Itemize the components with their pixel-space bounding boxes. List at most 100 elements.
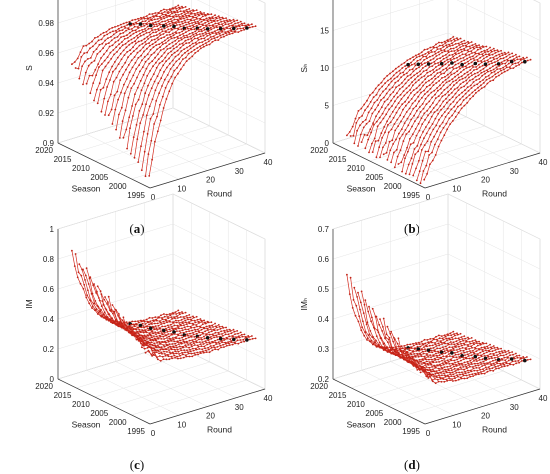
- data-point: [164, 56, 167, 59]
- data-point: [153, 320, 155, 322]
- data-point: [126, 51, 129, 53]
- data-point: [427, 369, 429, 372]
- data-point: [360, 329, 363, 332]
- data-point: [403, 345, 406, 347]
- data-point: [416, 59, 419, 62]
- data-point: [219, 34, 222, 37]
- data-point: [451, 44, 454, 47]
- data-point: [430, 363, 433, 366]
- data-point: [401, 85, 404, 88]
- data-point: [420, 366, 423, 369]
- x-tick-label: 20: [481, 176, 490, 185]
- data-point: [464, 337, 466, 340]
- data-point: [194, 30, 197, 33]
- data-point: [424, 78, 427, 81]
- data-point: [153, 335, 155, 337]
- data-point: [141, 42, 144, 45]
- data-point: [499, 55, 501, 58]
- data-point: [491, 75, 494, 78]
- data-point: [405, 104, 407, 107]
- data-point: [236, 330, 239, 332]
- data-point: [488, 350, 491, 353]
- data-point: [213, 37, 216, 40]
- series-line: [123, 19, 230, 138]
- data-point: [203, 327, 206, 330]
- data-point: [470, 87, 473, 89]
- data-point: [482, 350, 484, 353]
- data-point: [428, 154, 430, 156]
- data-point: [399, 114, 402, 117]
- z-tick-label: 0.96: [38, 49, 54, 58]
- data-point: [213, 27, 216, 29]
- data-point: [188, 355, 191, 358]
- data-point: [398, 107, 401, 109]
- data-point: [146, 47, 148, 50]
- data-point: [198, 348, 201, 350]
- data-point: [122, 136, 125, 139]
- data-point: [184, 335, 187, 337]
- data-point: [418, 170, 421, 173]
- data-point: [442, 370, 445, 372]
- data-point: [232, 18, 235, 21]
- data-point: [431, 54, 434, 57]
- data-point: [166, 74, 169, 76]
- data-point: [196, 328, 199, 331]
- data-point: [86, 294, 88, 297]
- data-point: [452, 36, 455, 38]
- data-point: [146, 346, 149, 349]
- data-point: [240, 333, 243, 336]
- data-point: [478, 359, 481, 361]
- data-point: [431, 123, 434, 125]
- data-point: [471, 350, 474, 352]
- data-point: [199, 11, 202, 13]
- data-point: [159, 335, 162, 338]
- data-point: [468, 94, 471, 96]
- data-point: [214, 322, 217, 325]
- data-point: [427, 114, 429, 117]
- data-point: [225, 17, 228, 19]
- data-point: [163, 27, 166, 30]
- data-point: [501, 62, 504, 65]
- data-point: [123, 92, 126, 95]
- data-point: [491, 367, 494, 370]
- x-tick-label: 30: [510, 403, 519, 412]
- data-point: [511, 351, 514, 353]
- data-point: [411, 125, 413, 128]
- data-point: [144, 60, 147, 63]
- data-point: [492, 65, 494, 68]
- data-point: [131, 105, 134, 107]
- data-point: [459, 357, 461, 359]
- data-point: [386, 325, 389, 328]
- y-tick-label: 2000: [109, 418, 127, 427]
- data-point: [189, 350, 192, 353]
- data-point: [465, 365, 468, 368]
- data-point: [456, 38, 459, 41]
- data-point: [425, 366, 428, 368]
- data-point: [448, 43, 450, 46]
- data-point: [416, 109, 418, 112]
- data-point: [454, 334, 456, 337]
- data-point: [76, 276, 79, 279]
- y-tick-label: 2010: [347, 400, 365, 409]
- z-gridline: [57, 343, 266, 390]
- data-point: [198, 338, 200, 341]
- data-point: [429, 354, 432, 357]
- data-point: [435, 335, 437, 338]
- data-point: [422, 352, 425, 355]
- data-point: [171, 351, 174, 354]
- data-point: [416, 345, 419, 348]
- data-point: [169, 9, 172, 12]
- data-point: [193, 19, 196, 21]
- data-point: [470, 50, 473, 53]
- data-point: [450, 73, 453, 76]
- data-point: [189, 25, 191, 28]
- data-point: [496, 57, 498, 60]
- data-point: [120, 91, 122, 94]
- data-point: [454, 361, 456, 364]
- data-point: [400, 63, 403, 66]
- data-point: [154, 316, 157, 318]
- data-point: [168, 335, 171, 338]
- data-point: [454, 92, 457, 95]
- data-point: [82, 45, 85, 47]
- data-point: [156, 322, 159, 325]
